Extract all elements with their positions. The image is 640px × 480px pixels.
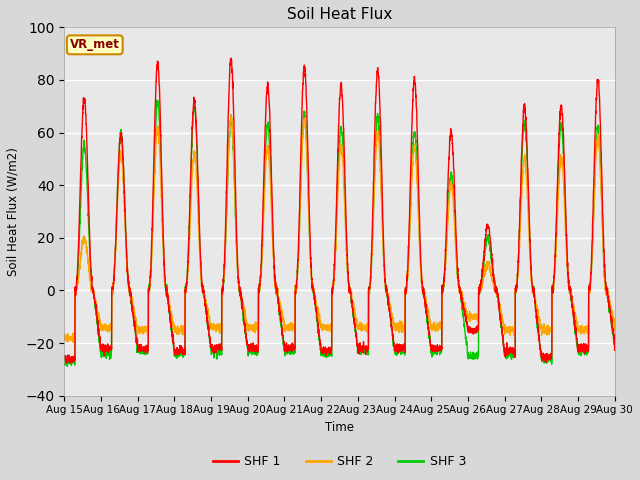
SHF 3: [126, 289, 134, 295]
SHF 1: [227, 55, 235, 61]
SHF 1: [66, 360, 74, 366]
Text: VR_met: VR_met: [70, 38, 120, 51]
SHF 3: [153, 97, 161, 103]
SHF 2: [227, 112, 235, 118]
SHF 1: [61, 355, 68, 361]
SHF 3: [127, 295, 134, 300]
SHF 1: [611, 347, 618, 353]
Line: SHF 2: SHF 2: [65, 115, 614, 342]
Title: Soil Heat Flux: Soil Heat Flux: [287, 7, 392, 22]
SHF 2: [127, 289, 134, 295]
SHF 2: [441, 269, 449, 275]
SHF 3: [63, 363, 71, 369]
SHF 2: [61, 336, 68, 342]
SHF 3: [61, 357, 68, 363]
SHF 3: [232, 217, 239, 223]
SHF 2: [611, 327, 618, 333]
SHF 3: [611, 348, 618, 353]
SHF 1: [232, 194, 239, 200]
Legend: SHF 1, SHF 2, SHF 3: SHF 1, SHF 2, SHF 3: [208, 450, 471, 473]
SHF 1: [127, 289, 134, 295]
SHF 1: [126, 291, 134, 297]
SHF 2: [69, 339, 77, 345]
SHF 1: [441, 267, 449, 273]
SHF 2: [486, 264, 493, 270]
Line: SHF 1: SHF 1: [65, 58, 614, 363]
SHF 2: [126, 286, 134, 291]
Y-axis label: Soil Heat Flux (W/m2): Soil Heat Flux (W/m2): [7, 147, 20, 276]
X-axis label: Time: Time: [325, 421, 354, 434]
SHF 3: [441, 270, 449, 276]
SHF 1: [486, 232, 493, 238]
SHF 2: [232, 219, 239, 225]
SHF 2: [95, 314, 103, 320]
SHF 3: [95, 336, 103, 341]
Line: SHF 3: SHF 3: [65, 100, 614, 366]
SHF 1: [95, 333, 103, 339]
SHF 3: [486, 244, 493, 250]
